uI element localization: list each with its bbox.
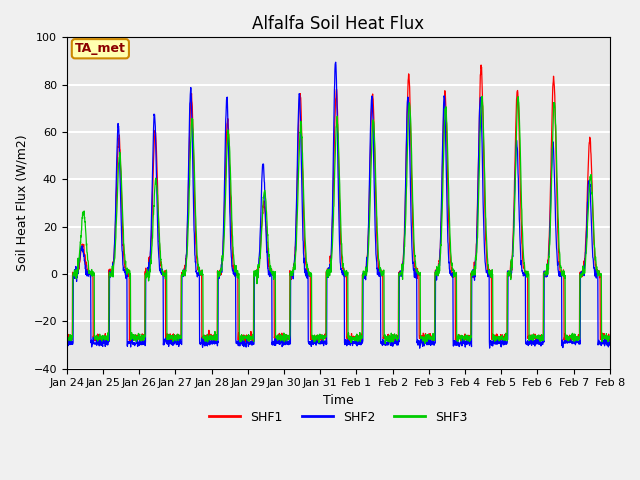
SHF1 bbox=[497, 336, 504, 341]
Line: SHF1: SHF1 bbox=[67, 65, 610, 343]
SHF2 bbox=[63, 340, 70, 346]
SHF3 bbox=[497, 334, 504, 339]
SHF3 bbox=[559, 271, 566, 276]
SHF3 bbox=[381, 341, 389, 347]
SHF1 bbox=[126, 340, 134, 346]
Legend: SHF1, SHF2, SHF3: SHF1, SHF2, SHF3 bbox=[204, 406, 472, 429]
SHF1 bbox=[477, 62, 485, 68]
SHF1 bbox=[606, 335, 614, 341]
SHF3 bbox=[478, 94, 486, 99]
SHF3 bbox=[63, 332, 70, 337]
Title: Alfalfa Soil Heat Flux: Alfalfa Soil Heat Flux bbox=[252, 15, 424, 33]
SHF3 bbox=[354, 338, 362, 344]
SHF2 bbox=[606, 340, 614, 346]
SHF1 bbox=[366, 168, 374, 174]
SHF2 bbox=[354, 338, 362, 344]
SHF1 bbox=[559, 272, 566, 278]
SHF2 bbox=[497, 336, 504, 342]
Text: TA_met: TA_met bbox=[75, 42, 126, 55]
SHF2 bbox=[332, 60, 340, 65]
Line: SHF3: SHF3 bbox=[67, 96, 610, 344]
SHF3 bbox=[606, 335, 614, 341]
SHF1 bbox=[63, 332, 70, 337]
SHF2 bbox=[573, 340, 581, 346]
Y-axis label: Soil Heat Flux (W/m2): Soil Heat Flux (W/m2) bbox=[15, 134, 28, 271]
SHF2 bbox=[559, 337, 566, 343]
SHF1 bbox=[573, 334, 581, 340]
SHF2 bbox=[214, 271, 222, 277]
SHF3 bbox=[366, 214, 374, 220]
Line: SHF2: SHF2 bbox=[67, 62, 610, 348]
SHF1 bbox=[214, 272, 222, 277]
SHF3 bbox=[214, 271, 222, 276]
SHF1 bbox=[354, 333, 362, 338]
SHF2 bbox=[366, 156, 374, 162]
X-axis label: Time: Time bbox=[323, 394, 354, 407]
SHF3 bbox=[573, 336, 581, 341]
SHF2 bbox=[416, 345, 424, 351]
